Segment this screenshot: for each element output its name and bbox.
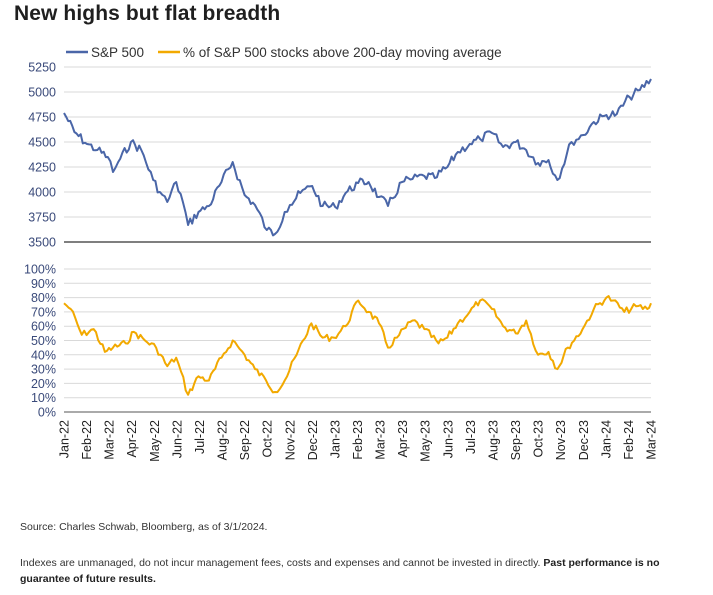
chart-title: New highs but flat breadth — [14, 2, 281, 25]
sp500-gridlines — [64, 66, 651, 243]
x-tick-label: May-23 — [419, 420, 433, 462]
breadth-y-tick-label: 90% — [31, 277, 56, 291]
x-tick-label: Aug-22 — [216, 420, 230, 460]
x-tick-label: Jul-23 — [464, 420, 478, 454]
disclaimer: Indexes are unmanaged, do not incur mana… — [20, 555, 708, 587]
breadth-y-tick-label: 0% — [38, 406, 56, 420]
sp500-y-tick-label: 5250 — [28, 61, 56, 75]
chart-canvas: S&P 500 % of S&P 500 stocks above 200-da… — [24, 45, 659, 462]
x-tick-label: Jan-24 — [599, 420, 613, 458]
x-tick-label: Feb-24 — [622, 420, 636, 460]
sp500-y-tick-label: 3750 — [28, 211, 56, 225]
x-tick-label: Sep-23 — [509, 420, 523, 460]
sp500-y-tick-label: 5000 — [28, 86, 56, 100]
breadth-line — [63, 295, 652, 396]
sp500-y-tick-label: 3500 — [28, 236, 56, 250]
x-tick-label: Jan-22 — [58, 420, 72, 458]
x-axis-ticks: Jan-22 Feb-22 Mar-22 Apr-22 May-22 Jun-22 Jul-… — [58, 420, 659, 462]
x-tick-label: Aug-23 — [486, 420, 500, 460]
legend-label-sp500: S&P 500 — [91, 45, 144, 60]
sp500-y-tick-label: 4750 — [28, 111, 56, 125]
x-tick-label: Jun-22 — [170, 420, 184, 458]
disclaimer-bold: Past performance is no guarantee of futu… — [20, 557, 660, 585]
x-tick-label: Oct-23 — [532, 420, 546, 458]
x-tick-label: Oct-22 — [261, 420, 275, 458]
breadth-gridlines — [64, 268, 651, 413]
sp500-y-tick-label: 4500 — [28, 136, 56, 150]
x-tick-label: Apr-22 — [125, 420, 139, 458]
breadth-y-tick-label: 100% — [24, 263, 56, 277]
breadth-y-tick-label: 50% — [31, 334, 56, 348]
x-tick-label: Dec-23 — [577, 420, 591, 460]
x-tick-label: Feb-23 — [351, 420, 365, 460]
breadth-y-tick-label: 60% — [31, 320, 56, 334]
breadth-y-tick-label: 30% — [31, 363, 56, 377]
x-tick-label: May-22 — [148, 420, 162, 462]
x-tick-label: Jun-23 — [441, 420, 455, 458]
x-tick-label: Jan-23 — [328, 420, 342, 458]
sp500-y-tick-label: 4250 — [28, 161, 56, 175]
disclaimer-text: Indexes are unmanaged, do not incur mana… — [20, 557, 544, 569]
breadth-y-tick-label: 70% — [31, 305, 56, 319]
x-tick-label: Dec-22 — [306, 420, 320, 460]
x-tick-label: Mar-24 — [645, 420, 659, 460]
breadth-y-tick-label: 20% — [31, 377, 56, 391]
breadth-y-tick-label: 40% — [31, 348, 56, 362]
x-tick-label: Sep-22 — [238, 420, 252, 460]
x-tick-label: Feb-22 — [80, 420, 94, 460]
x-tick-label: Mar-23 — [374, 420, 388, 460]
sp500-y-axis-ticks: 3500 3750 4000 4250 4500 4750 5000 5250 — [28, 61, 56, 250]
legend: S&P 500 % of S&P 500 stocks above 200-da… — [66, 45, 502, 60]
x-tick-label: Mar-22 — [103, 420, 117, 460]
sp500-line — [63, 78, 652, 237]
sp500-y-tick-label: 4000 — [28, 186, 56, 200]
legend-label-breadth: % of S&P 500 stocks above 200-day moving… — [183, 45, 502, 60]
x-tick-label: Jul-22 — [193, 420, 207, 454]
source-note: Source: Charles Schwab, Bloomberg, as of… — [20, 521, 268, 533]
x-tick-label: Nov-22 — [283, 420, 297, 460]
breadth-y-tick-label: 80% — [31, 291, 56, 305]
breadth-y-axis-ticks: 0%10%20%30%40%50%60%70%80%90%100% — [24, 263, 56, 420]
x-tick-label: Apr-23 — [396, 420, 410, 458]
x-tick-label: Nov-23 — [554, 420, 568, 460]
breadth-y-tick-label: 10% — [31, 391, 56, 405]
